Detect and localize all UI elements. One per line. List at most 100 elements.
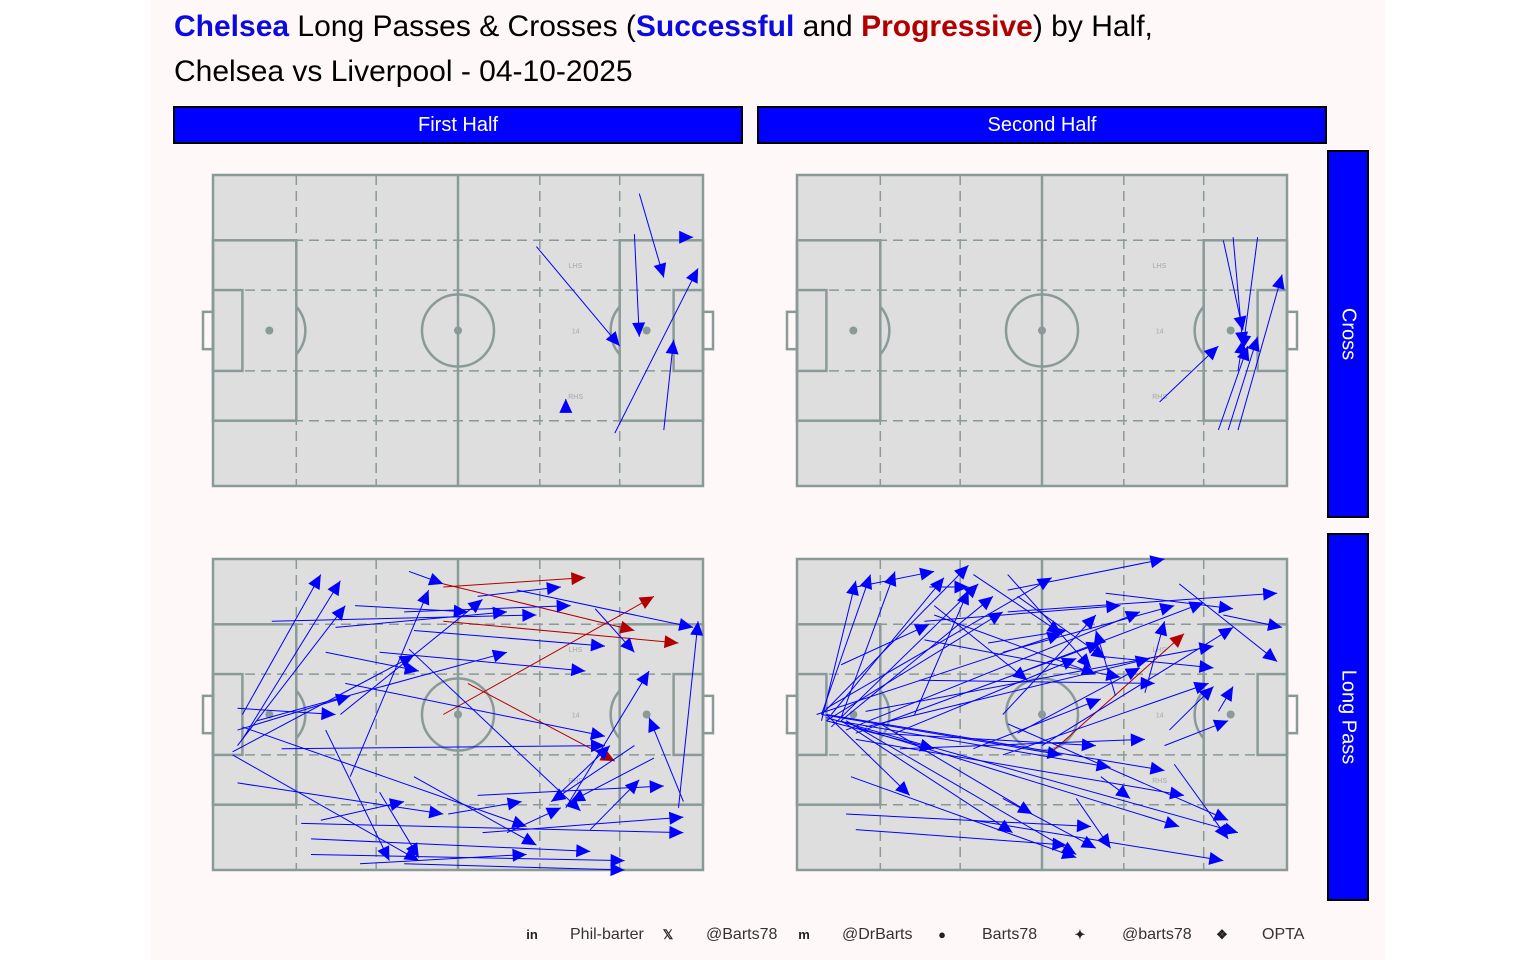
pass-arrowhead-successful — [669, 825, 684, 839]
mastodon-icon[interactable]: m — [798, 927, 810, 942]
zone-label: RHS — [1152, 394, 1167, 401]
pass-line-successful — [836, 720, 1111, 768]
pass-arrowhead-successful — [1076, 653, 1091, 668]
pass-line-successful — [678, 621, 699, 808]
pass-line-successful — [413, 776, 537, 846]
dropbox-icon[interactable]: ❖ — [1216, 927, 1228, 942]
pass-arrowhead-successful — [406, 842, 419, 858]
pass-line-successful — [845, 611, 1141, 731]
pass-line-successful — [241, 574, 322, 715]
pass-line-successful — [648, 717, 684, 802]
pass-arrowhead-successful — [632, 322, 646, 337]
centre-circle — [420, 677, 496, 752]
pass-arrowhead-successful — [1193, 681, 1209, 695]
pass-arrowhead-successful — [403, 848, 419, 861]
pass-arrowhead-successful — [1212, 808, 1229, 821]
pass-arrowhead-successful — [1198, 659, 1214, 673]
pass-line-successful — [933, 605, 1028, 681]
pass-line-progressive — [1051, 633, 1185, 753]
penalty-spot-right — [1226, 710, 1235, 719]
pass-line-successful — [1007, 602, 1204, 678]
pitch-first-half-long-pass: LHS 14 RHS — [201, 557, 715, 877]
pass-arrowhead-successful — [1012, 666, 1028, 681]
pass-line-successful — [894, 658, 1077, 734]
pass-arrowhead-successful — [556, 599, 571, 613]
goal-right — [1285, 310, 1299, 351]
zone-label: LHS — [1153, 647, 1167, 654]
pass-arrowhead-successful — [427, 572, 444, 586]
pass-line-successful — [1002, 614, 1097, 715]
pass-line-successful — [840, 571, 896, 718]
pass-line-successful — [565, 670, 650, 809]
pass-line-successful — [855, 829, 1067, 846]
pass-line-successful — [845, 720, 1077, 855]
pass-line-successful — [821, 574, 871, 715]
pass-arrowhead-successful — [846, 580, 859, 596]
pass-line-successful — [850, 776, 1077, 859]
pass-arrowhead-successful — [1093, 630, 1107, 646]
pass-line-successful — [633, 234, 640, 337]
centre-circle — [1004, 293, 1080, 368]
pass-line-successful — [840, 623, 930, 666]
linkedin-icon[interactable]: in — [526, 927, 538, 942]
pass-line-successful — [1173, 763, 1229, 840]
pass-arrowhead-successful — [678, 618, 694, 631]
penalty-spot-left — [849, 326, 858, 335]
x-icon[interactable]: 𝕏 — [662, 927, 674, 942]
pass-line-successful — [1007, 574, 1092, 669]
pass-arrowhead-successful — [522, 608, 537, 622]
penalty-spot-right — [1226, 326, 1235, 335]
footer-github[interactable]: Barts78 — [982, 926, 1038, 943]
pass-arrowhead-successful — [1105, 600, 1121, 614]
pass-arrowhead-successful — [506, 797, 522, 811]
title-team: Chelsea — [174, 10, 290, 43]
facet-strip-first-half: First Half — [173, 106, 743, 144]
facet-strip-long-pass: Long Pass — [1327, 533, 1369, 901]
pass-line-successful — [899, 738, 1145, 750]
pass-arrowhead-progressive — [571, 572, 586, 586]
pass-arrowhead-successful — [624, 779, 640, 795]
pass-arrowhead-successful — [620, 637, 635, 653]
pass-line-successful — [404, 605, 571, 613]
github-icon[interactable]: ● — [938, 927, 946, 942]
zone-label: LHS — [569, 647, 583, 654]
pass-arrowhead-successful — [610, 863, 625, 877]
zone-label: 14 — [572, 713, 580, 720]
pass-arrowhead-successful — [690, 621, 704, 636]
pass-line-successful — [826, 714, 1165, 771]
pass-line-successful — [379, 651, 586, 672]
footer-mastodon[interactable]: @DrBarts — [842, 926, 913, 943]
pass-line-successful — [1237, 274, 1283, 431]
pass-arrowhead-successful — [327, 580, 341, 597]
chart-subtitle: Chelsea vs Liverpool - 04-10-2025 — [174, 55, 633, 88]
pass-arrowhead-successful — [1016, 801, 1033, 815]
pass-arrowhead-successful — [1163, 816, 1180, 829]
pass-arrowhead-successful — [512, 848, 527, 862]
bluesky-icon[interactable]: ✦ — [1074, 927, 1086, 942]
zone-label: 14 — [1156, 329, 1164, 336]
footer-linkedin[interactable]: Phil-barter — [570, 926, 644, 943]
footer-x[interactable]: @Barts78 — [706, 926, 778, 943]
pass-line-successful — [1007, 558, 1165, 591]
centre-spot — [454, 326, 462, 335]
pass-arrowhead-successful — [590, 739, 605, 753]
title-successful: Successful — [635, 10, 795, 43]
pass-line-progressive — [443, 577, 586, 588]
pass-arrowhead-successful — [605, 331, 620, 347]
pass-arrowhead-successful — [389, 798, 405, 811]
pass-arrowhead-successful — [648, 717, 661, 734]
footer-bluesky[interactable]: @barts78 — [1122, 926, 1192, 943]
pass-arrowhead-successful — [1076, 819, 1091, 833]
pass-line-successful — [934, 614, 1097, 675]
pass-arrowhead-successful — [1220, 686, 1234, 702]
pass-line-successful — [482, 816, 684, 834]
pass-arrowhead-successful — [954, 565, 969, 580]
pass-line-successful — [1017, 595, 1106, 659]
pass-arrowhead-progressive — [638, 596, 654, 609]
pass-line-successful — [359, 853, 527, 865]
pass-line-successful — [413, 630, 606, 647]
pass-line-successful — [256, 651, 508, 722]
pass-arrowhead-successful — [668, 811, 684, 825]
goal-right — [1285, 694, 1299, 735]
pass-arrowhead-successful — [1124, 667, 1140, 681]
